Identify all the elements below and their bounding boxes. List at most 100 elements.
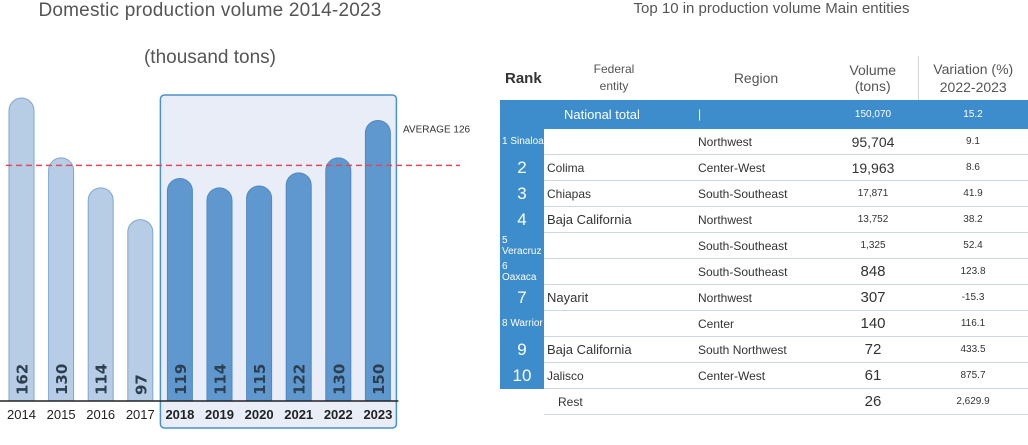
bar-2020 <box>246 185 273 402</box>
volume-cell: 61 <box>828 362 918 389</box>
header-variation-line1: Variation (%) <box>933 61 1014 77</box>
rank-cell: 10 <box>500 362 544 389</box>
x-tick-label-2015: 2015 <box>47 407 76 422</box>
bar-value-label-2017: 97 <box>132 374 150 395</box>
entity-cell: Baja California <box>544 336 684 363</box>
table-row: 8 Warrior Center 140 116.1 <box>500 310 1028 337</box>
region-cell: Northwest <box>684 284 828 311</box>
national-total-row: National total | 150,070 15.2 <box>500 100 1028 129</box>
volume-cell: 307 <box>828 284 918 311</box>
rest-region-cell <box>684 388 828 415</box>
x-tick-label-2016: 2016 <box>86 407 115 422</box>
rest-row: Rest 26 2,629.9 <box>500 388 1028 415</box>
bar-2014 <box>8 97 35 402</box>
rank-cell: 3 <box>500 180 544 207</box>
variation-cell: 41.9 <box>918 180 1028 207</box>
rank-cell: 2 <box>500 154 544 181</box>
bar-value-label-2015: 130 <box>53 364 71 395</box>
ranking-table: Rank Federal entity Region Volume (tons)… <box>500 56 1028 415</box>
header-federal-entity: Federal entity <box>544 56 684 100</box>
x-tick-label-2021: 2021 <box>284 407 313 422</box>
region-cell: South-Southeast <box>684 258 828 285</box>
table-row: 4 Baja California Northwest 13,752 38.2 <box>500 206 1028 233</box>
region-cell: South Northwest <box>684 336 828 363</box>
rank-cell: 8 Warrior <box>500 310 544 337</box>
x-tick-label-2019: 2019 <box>205 407 234 422</box>
header-volume: Volume (tons) <box>828 56 918 100</box>
volume-cell: 95,704 <box>828 128 918 155</box>
header-federal-line2: entity <box>599 79 629 93</box>
table-row: 2 Colima Center-West 19,963 8.6 <box>500 154 1028 181</box>
region-cell: Northwest <box>684 128 828 155</box>
bar-value-label-2020: 115 <box>251 364 269 395</box>
variation-cell: 116.1 <box>918 310 1028 337</box>
entity-cell: Colima <box>544 154 684 181</box>
rank-cell: 1 Sinaloa <box>500 128 544 155</box>
x-tick-label-2020: 2020 <box>245 407 274 422</box>
header-variation: Variation (%) 2022-2023 <box>917 56 1028 100</box>
volume-cell: 17,871 <box>828 180 918 207</box>
table-title: Top 10 in production volume Main entitie… <box>633 0 910 17</box>
labels-layer: 162 2014 130 2015 114 2016 97 2017 119 2018 114 201… <box>7 364 392 422</box>
volume-cell: 140 <box>828 310 918 337</box>
bar-value-label-2023: 150 <box>370 364 388 395</box>
bar-2017 <box>127 219 154 402</box>
bar-2015 <box>48 157 75 402</box>
rank-cell: 7 <box>500 284 544 311</box>
table-row: 3 Chiapas South-Southeast 17,871 41.9 <box>500 180 1028 207</box>
x-tick-label-2023: 2023 <box>363 407 392 422</box>
header-volume-line2: (tons) <box>854 78 891 94</box>
chart-title: Domestic production volume 2014-2023 <box>38 0 382 21</box>
region-cell: Center-West <box>684 154 828 181</box>
volume-cell: 19,963 <box>828 154 918 181</box>
entity-cell <box>544 128 684 155</box>
entity-cell <box>544 258 684 285</box>
header-region: Region <box>733 70 779 86</box>
region-cell: Center-West <box>684 362 828 389</box>
rest-rank-cell <box>500 388 544 415</box>
ranking-table-wrap: Rank Federal entity Region Volume (tons)… <box>500 56 1028 415</box>
variation-cell: 875.7 <box>918 362 1028 389</box>
header-federal-line1: Federal <box>593 62 635 76</box>
entity-cell: Chiapas <box>544 180 684 207</box>
x-tick-label-2014: 2014 <box>7 407 36 422</box>
chart-subtitle: (thousand tons) <box>143 47 277 68</box>
bars-layer <box>8 97 391 402</box>
volume-cell: 848 <box>828 258 918 285</box>
bar-2022 <box>325 157 352 402</box>
bar-chart: AVERAGE 126 1622014130201511420169720171… <box>0 94 471 429</box>
entity-cell: Baja California <box>544 206 684 233</box>
bar-2016 <box>87 187 114 402</box>
national-rank-cell <box>500 100 544 129</box>
header-rank: Rank <box>505 69 542 87</box>
variation-cell: 52.4 <box>918 232 1028 259</box>
x-tick-label-2022: 2022 <box>324 407 353 422</box>
rest-label: Rest <box>544 388 684 415</box>
rest-volume: 26 <box>828 388 918 415</box>
table-row: 1 Sinaloa Northwest 95,704 9.1 <box>500 128 1028 155</box>
table-header-row: Rank Federal entity Region Volume (tons)… <box>500 56 1028 100</box>
bar-value-label-2018: 119 <box>172 364 190 395</box>
x-tick-label-2017: 2017 <box>126 407 155 422</box>
variation-cell: 433.5 <box>918 336 1028 363</box>
rest-variation: 2,629.9 <box>918 388 1028 415</box>
rank-cell: 5 Veracruz <box>500 232 544 259</box>
x-tick-label-2018: 2018 <box>165 407 194 422</box>
national-marker: | <box>684 100 828 129</box>
variation-cell: 38.2 <box>918 206 1028 233</box>
variation-cell: -15.3 <box>918 284 1028 311</box>
table-row: 7 Nayarit Northwest 307 -15.3 <box>500 284 1028 311</box>
table-row: 10 Jalisco Center-West 61 875.7 <box>500 362 1028 389</box>
bar-2023 <box>364 120 391 402</box>
table-row: 9 Baja California South Northwest 72 433… <box>500 336 1028 363</box>
national-total-label: National total <box>544 100 684 129</box>
bar-2021 <box>285 172 312 402</box>
bar-value-label-2016: 114 <box>93 364 111 395</box>
bar-value-label-2019: 114 <box>212 364 230 395</box>
entity-cell: Nayarit <box>544 284 684 311</box>
highlight-box <box>159 94 398 429</box>
entity-cell: Jalisco <box>544 362 684 389</box>
header-variation-line2: 2022-2023 <box>939 79 1007 95</box>
region-cell: Northwest <box>684 206 828 233</box>
national-variation: 15.2 <box>918 100 1028 129</box>
